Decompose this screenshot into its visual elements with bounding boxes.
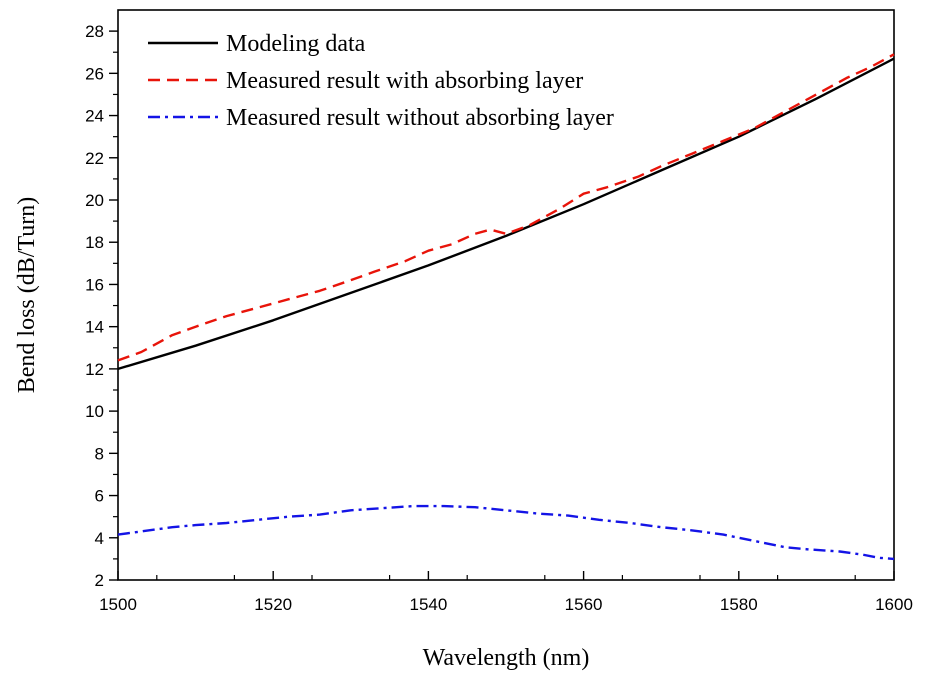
x-tick-label: 1520 bbox=[254, 595, 292, 614]
y-tick-label: 14 bbox=[85, 318, 104, 337]
legend-label-1: Modeling data bbox=[226, 31, 366, 57]
plot-frame bbox=[117, 9, 895, 581]
x-tick-label: 1500 bbox=[99, 595, 137, 614]
x-axis-title: Wavelength (nm) bbox=[423, 645, 590, 671]
y-tick-label: 22 bbox=[85, 149, 104, 168]
series-line-2 bbox=[117, 53, 895, 362]
y-tick-label: 20 bbox=[85, 191, 104, 210]
x-tick-label: 1560 bbox=[565, 595, 603, 614]
y-tick-label: 16 bbox=[85, 275, 104, 294]
legend-label-3: Measured result without absorbing layer bbox=[226, 105, 614, 131]
y-tick-label: 8 bbox=[95, 444, 104, 463]
y-tick-label: 28 bbox=[85, 22, 104, 41]
y-tick-label: 26 bbox=[85, 64, 104, 83]
x-tick-label: 1540 bbox=[409, 595, 447, 614]
y-tick-label: 24 bbox=[85, 107, 104, 126]
legend: Modeling data Measured result with absorb… bbox=[148, 31, 614, 131]
series-group bbox=[117, 53, 895, 561]
x-tick-label: 1580 bbox=[720, 595, 758, 614]
axis-ticks bbox=[109, 30, 895, 581]
y-tick-label: 18 bbox=[85, 233, 104, 252]
y-tick-label: 4 bbox=[95, 529, 104, 548]
x-tick-label: 1600 bbox=[875, 595, 913, 614]
series-line-3 bbox=[117, 504, 895, 561]
legend-label-2: Measured result with absorbing layer bbox=[226, 68, 583, 94]
y-tick-label: 6 bbox=[95, 487, 104, 506]
y-tick-label: 10 bbox=[85, 402, 104, 421]
tick-labels: 1500 1520 1540 1560 1580 16002468101214161820… bbox=[85, 22, 913, 614]
y-tick-label: 12 bbox=[85, 360, 104, 379]
y-tick-label: 2 bbox=[95, 571, 104, 590]
series-line-1 bbox=[117, 57, 895, 371]
y-axis-title: Bend loss (dB/Turn) bbox=[14, 197, 40, 393]
